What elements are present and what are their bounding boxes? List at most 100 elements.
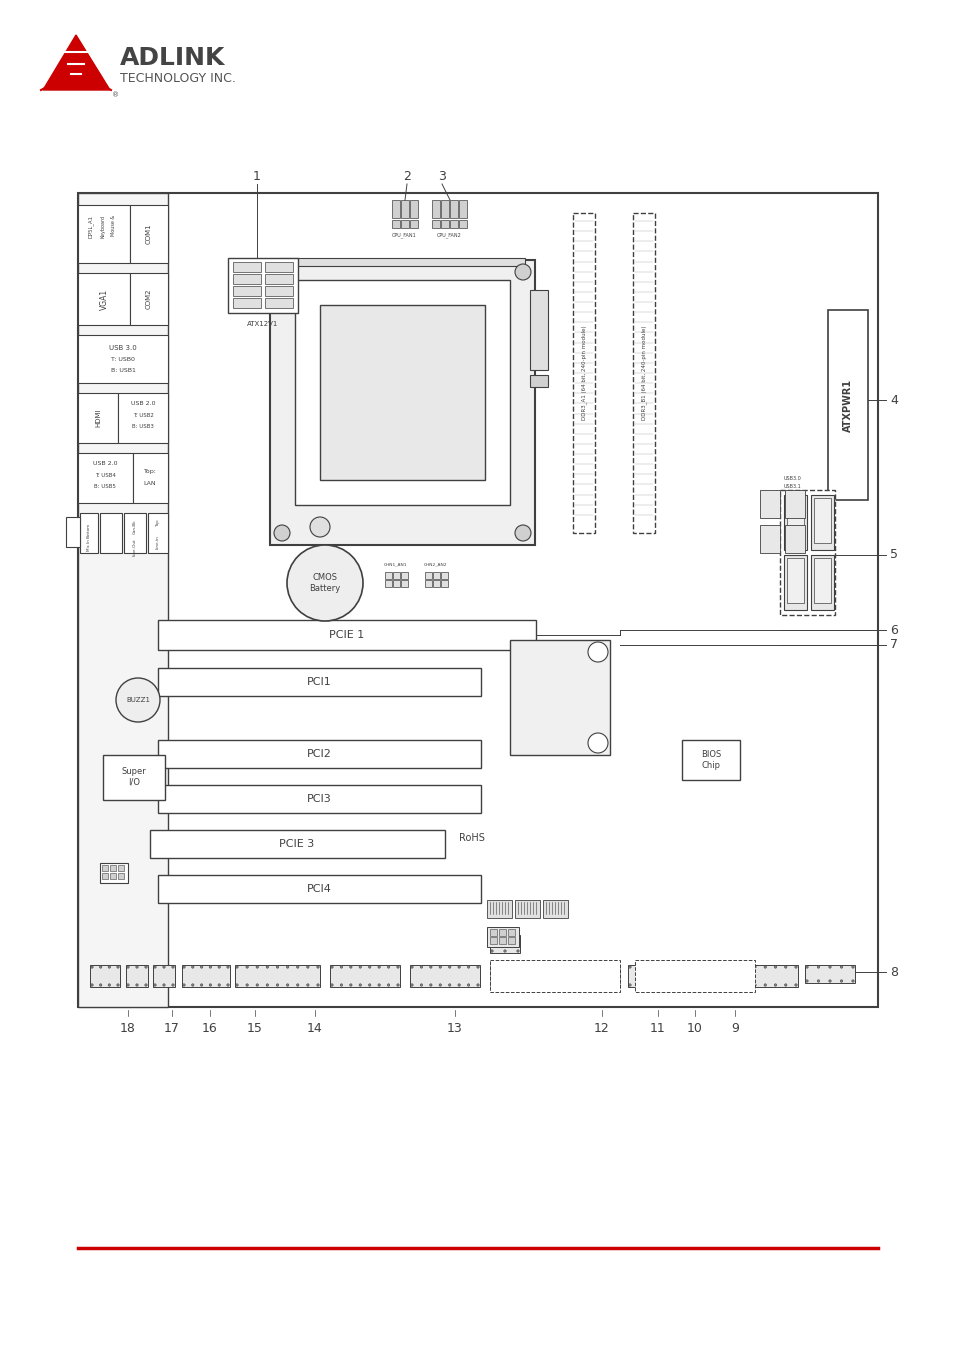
Circle shape	[741, 984, 743, 986]
Bar	[573, 214, 595, 533]
Circle shape	[153, 965, 156, 968]
Circle shape	[720, 984, 723, 986]
Bar	[689, 965, 744, 987]
Circle shape	[340, 984, 342, 986]
Bar	[118, 873, 124, 879]
Circle shape	[753, 984, 756, 986]
Circle shape	[710, 965, 713, 968]
Bar	[633, 214, 655, 533]
Circle shape	[209, 984, 212, 986]
Text: 18: 18	[120, 1022, 135, 1034]
Circle shape	[499, 965, 502, 968]
Bar	[595, 965, 619, 987]
Text: 12: 12	[594, 1022, 609, 1034]
Bar	[490, 960, 619, 992]
Circle shape	[286, 965, 289, 968]
Text: T: USB2: T: USB2	[132, 412, 153, 418]
Circle shape	[306, 984, 309, 986]
Circle shape	[331, 965, 333, 968]
Text: B: USB1: B: USB1	[111, 368, 135, 373]
Circle shape	[596, 965, 598, 968]
Circle shape	[476, 965, 478, 968]
Circle shape	[235, 984, 238, 986]
Text: DP5L_A1: DP5L_A1	[88, 215, 93, 238]
Circle shape	[276, 984, 278, 986]
Circle shape	[145, 984, 147, 986]
Text: 8: 8	[889, 965, 897, 979]
Bar	[827, 310, 867, 500]
Bar	[804, 965, 854, 983]
Circle shape	[774, 984, 776, 986]
Bar	[158, 668, 480, 696]
Bar	[150, 830, 444, 859]
Circle shape	[537, 984, 538, 986]
Circle shape	[509, 965, 511, 968]
Bar	[228, 258, 297, 314]
Circle shape	[377, 984, 380, 986]
Circle shape	[587, 642, 607, 662]
Text: CMOS
Battery: CMOS Battery	[309, 573, 340, 592]
Text: ATXPWR1: ATXPWR1	[842, 379, 852, 431]
Circle shape	[490, 936, 493, 938]
Bar	[392, 200, 399, 218]
Circle shape	[476, 984, 478, 986]
Bar	[234, 965, 319, 987]
Circle shape	[753, 965, 756, 968]
Circle shape	[255, 965, 258, 968]
Circle shape	[287, 545, 363, 621]
Bar	[233, 287, 261, 296]
Text: Can-Bk: Can-Bk	[132, 519, 137, 534]
Text: Super
I/O: Super I/O	[121, 768, 146, 787]
Bar	[319, 306, 484, 480]
Bar	[158, 621, 536, 650]
Circle shape	[200, 965, 203, 968]
Circle shape	[457, 984, 460, 986]
Bar	[158, 740, 480, 768]
Bar	[110, 865, 116, 871]
Text: T: USB0: T: USB0	[111, 357, 134, 362]
Circle shape	[840, 965, 841, 968]
Bar	[78, 193, 168, 1007]
Circle shape	[448, 965, 451, 968]
Text: 10: 10	[686, 1022, 702, 1034]
Text: PCI2: PCI2	[306, 749, 331, 758]
Bar	[78, 193, 877, 1007]
Bar	[784, 525, 804, 553]
Text: HDMI: HDMI	[95, 408, 101, 427]
Bar	[158, 875, 480, 903]
Circle shape	[387, 984, 390, 986]
Circle shape	[503, 936, 506, 938]
Bar	[432, 200, 439, 218]
Circle shape	[560, 984, 563, 986]
Circle shape	[429, 984, 432, 986]
Circle shape	[467, 965, 469, 968]
Text: 4: 4	[889, 393, 897, 407]
Circle shape	[490, 984, 493, 986]
Circle shape	[587, 733, 607, 753]
Circle shape	[628, 984, 631, 986]
Bar	[110, 873, 116, 879]
Circle shape	[783, 984, 786, 986]
Circle shape	[649, 984, 651, 986]
Text: 5: 5	[889, 549, 897, 561]
Circle shape	[467, 984, 469, 986]
Bar	[760, 489, 780, 518]
Circle shape	[99, 984, 102, 986]
Text: Line-Out: Line-Out	[132, 538, 137, 556]
Circle shape	[227, 965, 229, 968]
Bar	[752, 965, 797, 987]
Circle shape	[720, 965, 723, 968]
Circle shape	[794, 984, 797, 986]
Circle shape	[741, 965, 743, 968]
Bar	[233, 274, 261, 284]
Circle shape	[296, 965, 298, 968]
Circle shape	[490, 965, 493, 968]
Circle shape	[571, 965, 574, 968]
Circle shape	[255, 984, 258, 986]
Text: CPU_FAN2: CPU_FAN2	[436, 233, 461, 238]
Circle shape	[581, 965, 583, 968]
Circle shape	[296, 984, 298, 986]
Bar	[265, 287, 293, 296]
Circle shape	[669, 984, 671, 986]
Text: Mic In: Mic In	[87, 539, 91, 550]
